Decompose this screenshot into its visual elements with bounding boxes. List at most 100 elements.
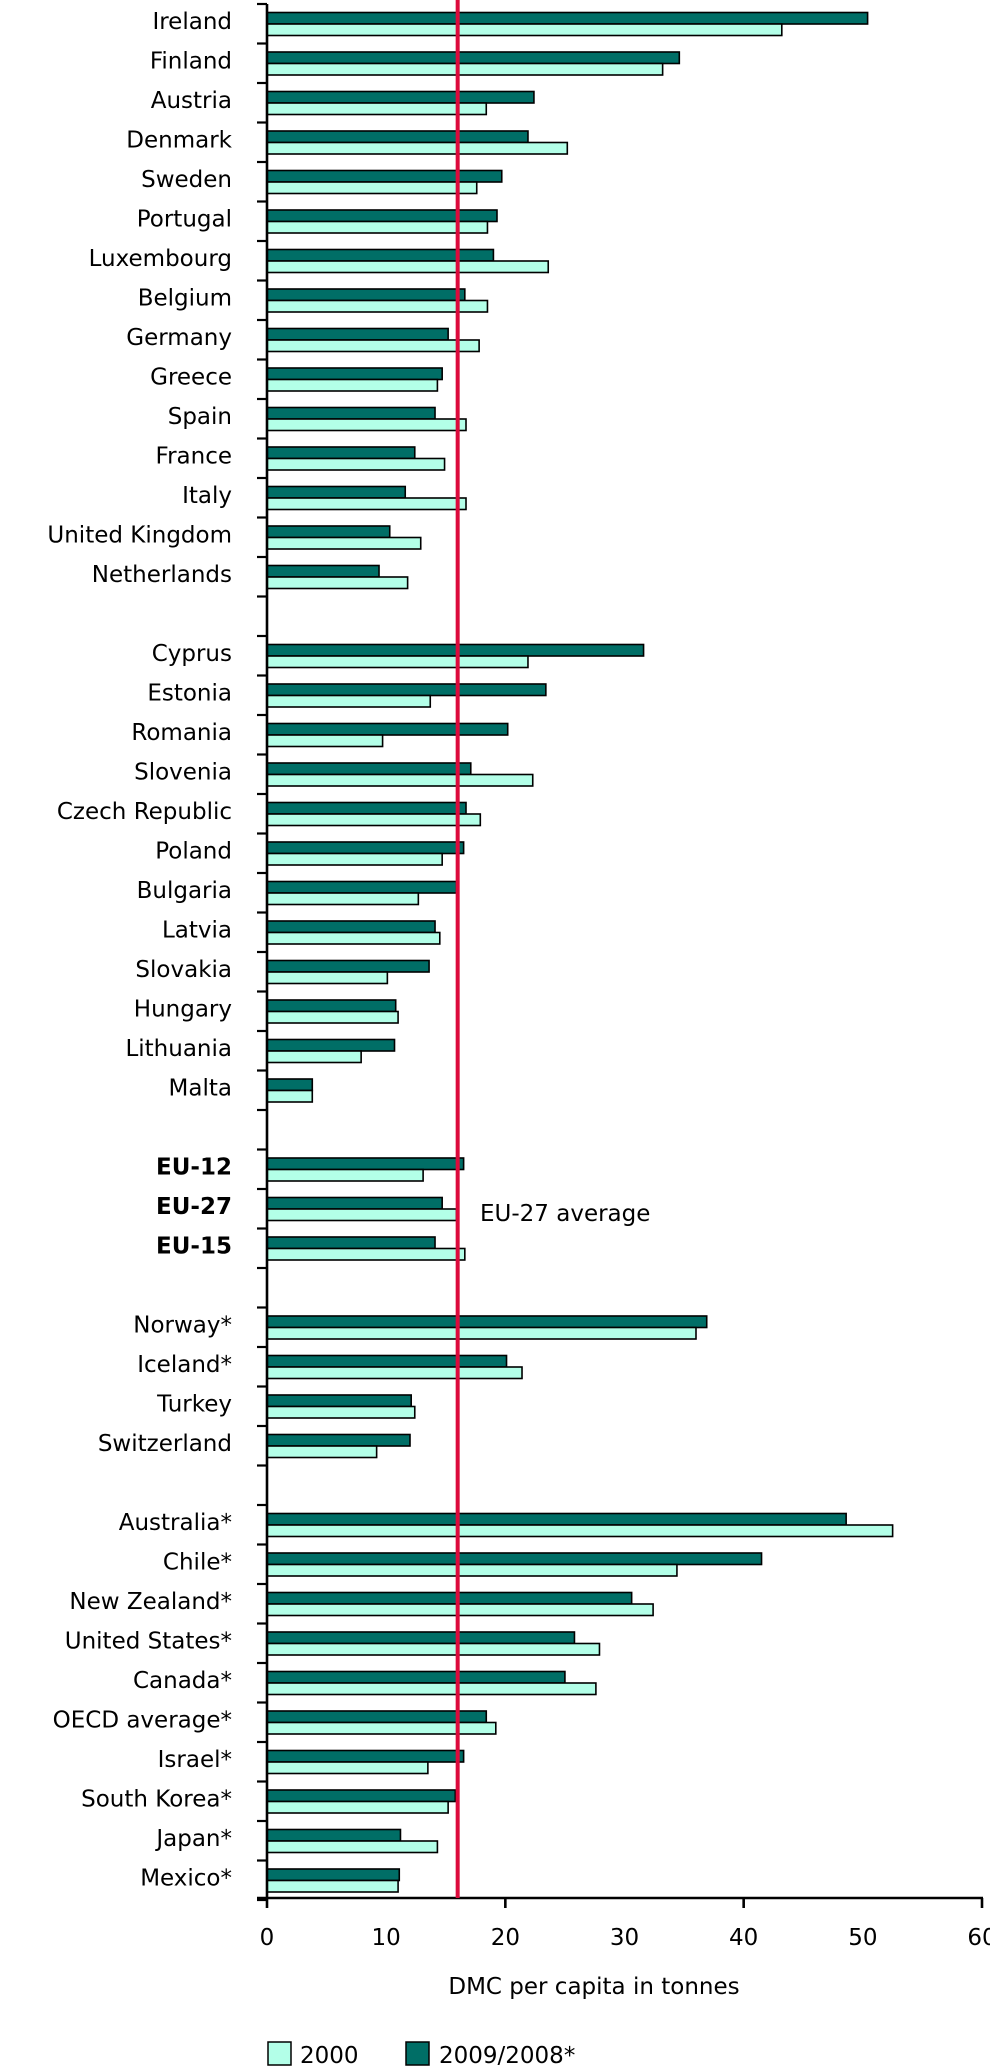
category-row — [266, 1394, 416, 1419]
bar-2009 — [266, 1749, 465, 1763]
category-label: United Kingdom — [47, 523, 232, 549]
bar-2000 — [266, 378, 439, 392]
bar-2009 — [266, 169, 503, 183]
category-label: Netherlands — [92, 562, 232, 588]
bar-2000 — [266, 457, 446, 471]
category-label: Slovenia — [134, 760, 232, 786]
legend-label-2009: 2009/2008* — [439, 2043, 575, 2069]
bar-2000 — [266, 931, 441, 945]
bar-2000 — [266, 141, 569, 155]
x-tick-label: 50 — [848, 1925, 877, 1951]
bar-2009 — [266, 446, 416, 460]
bar-2000 — [266, 181, 478, 195]
bar-2000 — [266, 1405, 416, 1419]
bar-2009 — [266, 1078, 314, 1092]
bar-2009 — [266, 1236, 436, 1250]
category-row — [266, 446, 446, 471]
bar-2009 — [266, 209, 498, 223]
bar-2009 — [266, 1315, 708, 1329]
category-row — [266, 1868, 401, 1893]
bar-2009 — [266, 367, 443, 381]
bar-2009 — [266, 288, 466, 302]
category-row — [266, 406, 467, 432]
category-label: Australia* — [119, 1510, 232, 1536]
category-row — [266, 959, 430, 985]
category-label: EU-15 — [156, 1234, 232, 1260]
category-row — [266, 1670, 597, 1696]
category-row — [266, 1631, 601, 1656]
bar-2009 — [266, 11, 869, 25]
category-label: EU-12 — [156, 1155, 232, 1181]
bar-2009 — [266, 1512, 847, 1526]
category-row — [266, 841, 465, 866]
category-label: Mexico* — [140, 1866, 232, 1892]
bar-2000 — [266, 339, 480, 353]
bar-2000 — [266, 813, 482, 827]
bar-2000 — [266, 260, 550, 274]
bar-2000 — [266, 497, 467, 511]
bar-2009 — [266, 1591, 633, 1605]
category-label: United States* — [65, 1629, 232, 1655]
bar-2009 — [266, 130, 529, 144]
legend: 2000 2009/2008* — [267, 2041, 575, 2069]
bar-2000 — [266, 1682, 597, 1696]
bar-2000 — [266, 576, 409, 590]
category-row — [266, 880, 458, 906]
category-label: Japan* — [154, 1826, 232, 1852]
bar-2009 — [266, 1394, 412, 1408]
bar-2009 — [266, 683, 547, 697]
bars-layer — [266, 11, 894, 1893]
category-label: Poland — [155, 839, 232, 865]
category-row — [266, 1789, 457, 1814]
bar-2000 — [266, 773, 534, 787]
bar-2009 — [266, 51, 681, 65]
category-row — [266, 564, 409, 590]
bar-2000 — [266, 694, 432, 708]
bar-2009 — [266, 1157, 465, 1171]
category-label: Sweden — [141, 167, 232, 193]
bar-2000 — [266, 1603, 654, 1617]
bar-2009 — [266, 643, 645, 657]
bar-2000 — [266, 655, 529, 669]
category-label: Lithuania — [125, 1036, 232, 1062]
bar-2000 — [266, 1800, 449, 1814]
category-label: Canada* — [133, 1668, 232, 1694]
category-label: Estonia — [147, 681, 232, 707]
legend-item-2009: 2009/2008* — [405, 2041, 575, 2069]
bar-2009 — [266, 1552, 763, 1566]
bar-2009 — [266, 801, 467, 815]
bar-2000 — [266, 1721, 497, 1735]
category-row — [266, 11, 869, 37]
bar-2000 — [266, 1050, 362, 1064]
category-label: Israel* — [158, 1747, 232, 1773]
category-row — [266, 90, 535, 116]
legend-item-2000: 2000 — [267, 2041, 359, 2069]
category-row — [266, 1236, 466, 1261]
bar-2000 — [266, 1010, 399, 1024]
x-tick-label: 0 — [260, 1925, 275, 1951]
bar-2000 — [266, 1247, 466, 1261]
category-row — [266, 801, 482, 827]
bar-2009 — [266, 762, 472, 776]
bar-2009 — [266, 1354, 508, 1368]
x-tick-label: 30 — [610, 1925, 639, 1951]
category-label: Belgium — [138, 286, 232, 312]
bar-2000 — [266, 220, 489, 234]
bar-2000 — [266, 852, 443, 866]
category-row — [266, 367, 443, 392]
category-row — [266, 1749, 465, 1775]
category-label: Bulgaria — [137, 878, 232, 904]
category-row — [266, 1591, 654, 1617]
category-row — [266, 525, 422, 550]
bar-2009 — [266, 1631, 576, 1645]
bar-2000 — [266, 1445, 378, 1459]
category-row — [266, 288, 489, 313]
category-label: Switzerland — [98, 1431, 232, 1457]
bar-2000 — [266, 1524, 894, 1538]
category-row — [266, 762, 534, 787]
bar-2000 — [266, 418, 467, 432]
category-label: South Korea* — [81, 1787, 232, 1813]
category-label: New Zealand* — [69, 1589, 232, 1615]
category-label: Ireland — [152, 9, 232, 35]
